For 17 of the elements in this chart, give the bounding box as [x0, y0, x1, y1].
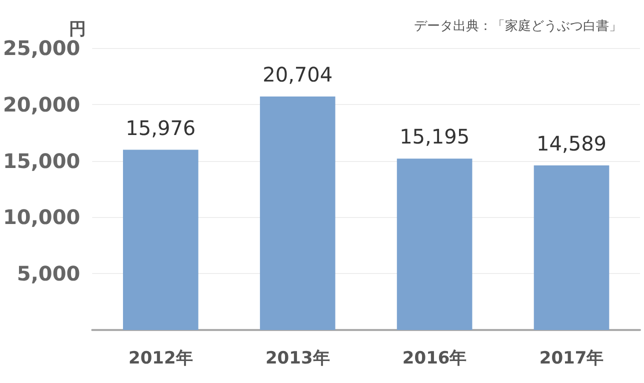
x-tick-label: 2013年: [265, 348, 330, 368]
x-tick-label: 2017年: [539, 348, 604, 368]
bar: [396, 158, 472, 330]
y-tick-label: 5,000: [16, 262, 80, 286]
data-label: 14,589: [536, 131, 607, 156]
y-tick-label: 20,000: [2, 92, 80, 116]
bar: [534, 165, 610, 330]
bar: [122, 150, 198, 330]
data-label: 15,976: [126, 116, 196, 140]
y-tick-label: 15,000: [2, 148, 80, 173]
y-tick-label: 10,000: [2, 205, 80, 230]
x-tick-label: 2012年: [128, 348, 193, 368]
data-label: 20,704: [262, 62, 333, 86]
x-tick-label: 2016年: [402, 348, 467, 368]
text: データ出典：「家庭どうぶつ白書」: [414, 18, 622, 34]
bar: [260, 96, 336, 330]
data-label: 15,195: [400, 124, 470, 149]
